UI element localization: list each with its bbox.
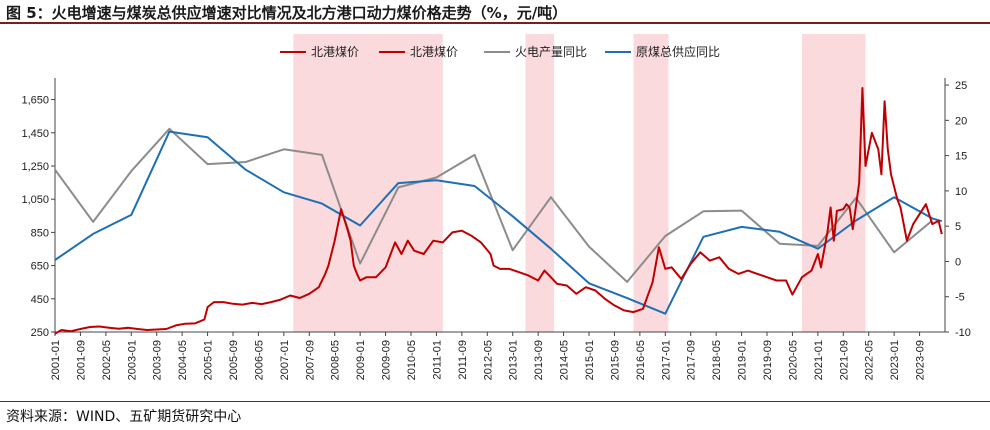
x-axis-tick-label: 2016-05 [635, 340, 647, 380]
right-axis-tick-label: 15 [955, 151, 967, 163]
left-axis-tick-label: 1,050 [21, 194, 49, 206]
x-axis-tick-label: 2002-05 [101, 340, 113, 380]
right-axis-tick-label: 0 [955, 256, 961, 268]
series-line [54, 130, 943, 315]
x-axis-tick-label: 2009-01 [355, 340, 367, 380]
x-axis-tick-label: 2019-01 [737, 340, 749, 380]
title-divider [0, 22, 990, 24]
shaded-period [801, 34, 866, 332]
x-axis-tick-label: 2006-05 [253, 340, 265, 380]
x-axis-tick-label: 2015-09 [609, 340, 621, 380]
legend-label: 北港煤价 [311, 45, 359, 59]
x-axis-tick-label: 2001-01 [50, 340, 62, 380]
left-axis: 250 450 650 850 1,050 1,250 1,450 1,650 [21, 78, 56, 339]
left-axis-tick-label: 250 [31, 327, 49, 339]
x-axis-tick-label: 2018-05 [711, 340, 723, 380]
left-axis-tick-label: 650 [31, 261, 49, 273]
left-axis-tick-label: 1,650 [21, 95, 49, 107]
shaded-periods [293, 34, 866, 332]
x-axis-tick-label: 2009-09 [381, 340, 393, 380]
series-lines [54, 87, 943, 335]
right-axis-tick-label: -10 [955, 327, 971, 339]
right-axis-tick-label: 25 [955, 80, 967, 92]
x-axis-tick-label: 2020-05 [787, 340, 799, 380]
x-axis-tick-label: 2022-05 [864, 340, 876, 380]
x-axis-tick-label: 2003-01 [126, 340, 138, 380]
shaded-period [525, 34, 555, 332]
figure-title: 图 5：火电增速与煤炭总供应增速对比情况及北方港口动力煤价格走势（%，元/吨） [6, 4, 568, 22]
legend: 北港煤价 北港煤价 火电产量同比 原煤总供应同比 [280, 44, 720, 59]
x-axis-tick-label: 2005-09 [228, 340, 240, 380]
x-axis-tick-label: 2017-01 [660, 340, 672, 380]
shaded-period [347, 34, 443, 332]
left-axis-tick-label: 1,250 [21, 161, 49, 173]
x-axis-tick-label: 2013-09 [533, 340, 545, 380]
x-axis-tick-label: 2003-09 [152, 340, 164, 380]
right-axis-tick-label: -5 [955, 292, 965, 304]
x-axis-tick-label: 2021-09 [838, 340, 850, 380]
source-divider [0, 401, 990, 402]
series-line [54, 87, 943, 335]
x-axis-tick-label: 2023-01 [889, 340, 901, 380]
legend-label: 火电产量同比 [515, 45, 587, 59]
x-axis-tick-label: 2001-09 [75, 340, 87, 380]
x-axis: 2001-01 2001-09 2002-05 2003-01 2003-09 2004-… [50, 331, 945, 380]
chart: 250 450 650 850 1,050 1,250 1,450 1,650 -10 -5 0 5… [21, 34, 971, 380]
series-line [54, 127, 933, 283]
x-axis-tick-label: 2017-09 [686, 340, 698, 380]
right-axis: -10 -5 0 5 10 15 20 25 [944, 78, 971, 339]
shaded-period [633, 34, 669, 332]
x-axis-tick-label: 2014-05 [559, 340, 571, 380]
x-axis-tick-label: 2005-01 [203, 340, 215, 380]
right-axis-tick-label: 5 [955, 221, 961, 233]
x-axis-tick-label: 2019-09 [762, 340, 774, 380]
x-axis-tick-label: 2004-05 [177, 340, 189, 380]
x-axis-tick-label: 2011-09 [457, 340, 469, 380]
right-axis-tick-label: 10 [955, 186, 967, 198]
x-axis-tick-label: 2007-09 [304, 340, 316, 380]
x-axis-tick-label: 2015-01 [584, 340, 596, 380]
x-axis-tick-label: 2012-05 [482, 340, 494, 380]
x-axis-tick-label: 2007-01 [279, 340, 291, 380]
x-axis-tick-label: 2013-01 [508, 340, 520, 380]
source-note: 资料来源：WIND、五矿期货研究中心 [6, 409, 242, 425]
x-axis-tick-label: 2008-05 [330, 340, 342, 380]
x-axis-tick-label: 2011-01 [431, 340, 443, 380]
x-axis-tick-label: 2023-09 [915, 340, 927, 380]
left-axis-tick-label: 450 [31, 294, 49, 306]
left-axis-tick-label: 1,450 [21, 128, 49, 140]
legend-label: 原煤总供应同比 [636, 44, 720, 59]
legend-label: 北港煤价 [410, 45, 458, 59]
right-axis-tick-label: 20 [955, 115, 967, 127]
left-axis-tick-label: 850 [31, 227, 49, 239]
x-axis-tick-label: 2010-05 [406, 340, 418, 380]
x-axis-tick-label: 2021-01 [813, 340, 825, 380]
